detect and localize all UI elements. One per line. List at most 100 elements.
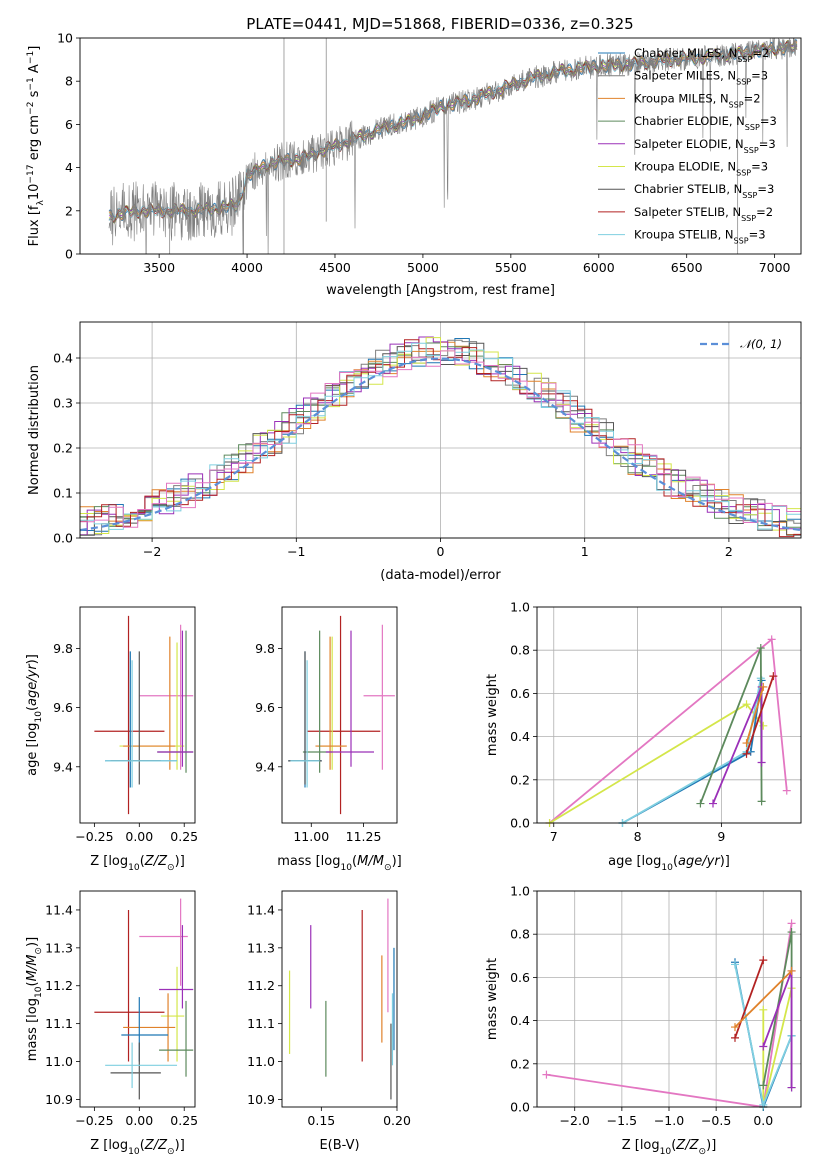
age-vs-mass-panel: 11.00 11.25 9.4 9.6 9.8 mass [log10(M/M⊙)]	[255, 606, 402, 873]
label-part: 10	[660, 1147, 672, 1157]
y-tick-label: 4	[65, 160, 73, 175]
legend-entry: Salpeter MILES, NSSP=3	[634, 69, 768, 87]
label-part: )]	[175, 854, 185, 869]
x-tick-label: 3500	[143, 260, 175, 275]
label-part: =3	[757, 182, 774, 196]
mass-weight-marker	[757, 758, 766, 767]
label-part: =2	[752, 46, 769, 60]
label-part: −17	[26, 164, 36, 183]
label-part: Salpeter MILES, N	[634, 69, 736, 83]
axes-frame	[536, 606, 802, 824]
residual-histogram	[80, 338, 801, 532]
x-tick-label: −0.25	[75, 829, 113, 844]
label-part: (	[140, 854, 145, 869]
label-part: SSP	[729, 100, 744, 109]
y-tick-label: 10	[57, 31, 73, 46]
x-tick-label: 5000	[407, 260, 439, 275]
x-tick-label: 0.0	[753, 1113, 773, 1128]
y-axis-label: mass weight	[485, 958, 500, 1040]
residual-histogram	[80, 350, 801, 530]
mass-weight-marker	[759, 1081, 768, 1090]
y-tick-label: 0	[65, 247, 73, 262]
label-part: 10	[661, 863, 673, 873]
label-part: =2	[756, 205, 773, 219]
legend-entry: 𝒩(0, 1)	[740, 337, 782, 351]
y-tick-label: 8	[65, 74, 73, 89]
y-tick-label: 0.2	[510, 1056, 530, 1071]
y-tick-label: 9.6	[53, 700, 73, 715]
y-axis-label: Normed distribution	[27, 365, 42, 495]
y-tick-label: 11.4	[247, 902, 275, 917]
label-part: Salpeter ELODIE, N	[634, 137, 744, 151]
figure-title: PLATE=0441, MJD=51868, FIBERID=0336, z=0…	[246, 15, 633, 33]
mass-weight-marker	[742, 700, 751, 709]
y-tick-label: 11.0	[247, 1054, 275, 1069]
mass-weight-marker	[782, 786, 791, 795]
y-axis-label: Flux [fλ10−17 erg cm−2 s−1 A−1]	[26, 46, 46, 247]
mass-weight-marker	[696, 799, 705, 808]
label-part: Z [log	[622, 1138, 660, 1153]
spectrum-panel: 3500 4000 4500 5000 5500 6000 6500 7000 0 2 4 6 8 10 C…	[26, 31, 802, 298]
label-part: SSP	[745, 123, 760, 132]
y-tick-label: 11.3	[247, 940, 275, 955]
label-part: =3	[760, 114, 777, 128]
residual-histogram	[80, 341, 801, 535]
label-part: Flux [f	[27, 205, 42, 246]
x-axis-label: Z [log10(Z/Z⊙)]	[622, 1138, 717, 1157]
label-part: mass [log	[277, 854, 340, 869]
y-tick-label: 0.0	[53, 531, 73, 546]
y-tick-label: 6	[65, 117, 73, 132]
label-part: =2	[744, 91, 761, 105]
mass-weight-marker	[787, 928, 796, 937]
y-tick-label: 0.2	[53, 441, 73, 456]
axes-frame	[536, 890, 802, 1108]
label-part: SSP	[744, 145, 759, 154]
mass-weight-line	[734, 959, 765, 1039]
y-tick-label: 0.8	[510, 643, 530, 658]
x-tick-label: 6500	[671, 260, 703, 275]
axes-frame	[281, 890, 398, 1108]
label-part: )]	[706, 1138, 716, 1153]
label-part: )]	[175, 1138, 185, 1153]
y-axis-label: age [log10(age/yr)]	[25, 654, 44, 776]
y-tick-label: 0.0	[510, 1100, 530, 1115]
x-axis-label: age [log10(age/yr)]	[608, 854, 730, 873]
label-part: Kroupa MILES, N	[634, 91, 729, 105]
x-tick-label: 7	[550, 829, 558, 844]
mass-weight-marker	[759, 1100, 768, 1109]
label-part: s	[27, 90, 42, 101]
model-spectrum-line	[108, 39, 798, 221]
mass-weight-marker	[787, 966, 796, 975]
mass-weight-marker	[787, 1083, 796, 1092]
residual-histogram	[80, 336, 801, 536]
y-tick-label: 0.8	[510, 927, 530, 942]
y-tick-label: 11.3	[45, 940, 73, 955]
mass-weight-marker	[759, 1005, 768, 1014]
mass-weight-marker	[757, 797, 766, 806]
x-tick-label: 0.00	[125, 829, 153, 844]
mass-weight-marker	[709, 799, 717, 808]
mass-weight-marker	[742, 739, 751, 748]
mass-weight-line	[745, 686, 765, 744]
mass-vs-ebv-panel: 0.15 0.20 10.9 11.0 11.1 11.2 11.3 11.4 E(B-V)	[247, 890, 411, 1153]
y-tick-label: 9.8	[53, 641, 73, 656]
label-part: ⊙	[167, 863, 175, 873]
label-part: SSP	[741, 213, 756, 222]
model-spectrum-line	[108, 38, 798, 222]
label-part: age [log	[25, 723, 40, 776]
x-tick-label: 0.25	[170, 1113, 198, 1128]
x-tick-label: 6000	[583, 260, 615, 275]
label-part: ⊙	[699, 1147, 707, 1157]
label-part: Z/Z	[144, 854, 168, 869]
label-part: Kroupa ELODIE, N	[634, 160, 736, 174]
y-tick-label: 0.4	[510, 1013, 530, 1028]
y-tick-label: 11.1	[247, 1016, 275, 1031]
mass-weight-marker	[759, 956, 768, 965]
x-tick-label: 8	[634, 829, 642, 844]
label-part: Z [log	[90, 854, 128, 869]
mass-weight-marker	[767, 635, 776, 644]
x-tick-label: 4000	[231, 260, 263, 275]
y-tick-label: 1.0	[510, 600, 530, 615]
y-axis-label: mass [log10(M/M⊙)]	[25, 937, 44, 1061]
y-tick-label: 11.1	[45, 1016, 73, 1031]
